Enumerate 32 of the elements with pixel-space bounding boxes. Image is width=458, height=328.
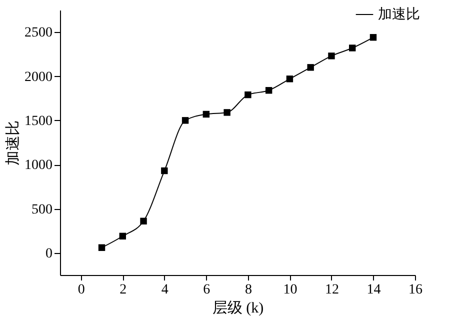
y-tick-label: 1500: [24, 114, 52, 129]
point: [182, 117, 189, 124]
y-tick-label: 0: [46, 246, 52, 262]
x-tick-label: 6: [203, 282, 210, 298]
point: [202, 110, 210, 118]
point: [307, 64, 314, 71]
point: [98, 244, 106, 251]
point: [286, 76, 294, 82]
point: [140, 218, 147, 224]
point: [265, 87, 272, 94]
point: [349, 44, 356, 52]
point: [119, 232, 126, 240]
x-tick-label: 12: [324, 282, 339, 298]
point: [224, 109, 230, 116]
x-tick-label: 4: [161, 282, 168, 298]
x-tick-label: 8: [244, 282, 252, 298]
x-tick-label: 10: [283, 282, 298, 298]
point: [161, 167, 168, 174]
y-tick-label: 500: [32, 202, 52, 218]
point: [370, 34, 377, 41]
point: [244, 91, 252, 98]
x-tick-label: 16: [408, 282, 422, 298]
x-tick-label: 2: [120, 282, 127, 298]
y-tick-label: 2500: [24, 26, 52, 41]
point: [328, 52, 335, 60]
x-axis-title: 层级 (k): [212, 300, 264, 316]
y-tick-label: 2000: [24, 70, 52, 85]
y-tick-label: 1000: [24, 158, 52, 174]
y-axis-title: 加速比: [4, 120, 22, 166]
x-tick-label: 0: [78, 282, 85, 298]
x-tick-label: 14: [366, 282, 381, 298]
legend-label: 加速比: [378, 6, 420, 22]
